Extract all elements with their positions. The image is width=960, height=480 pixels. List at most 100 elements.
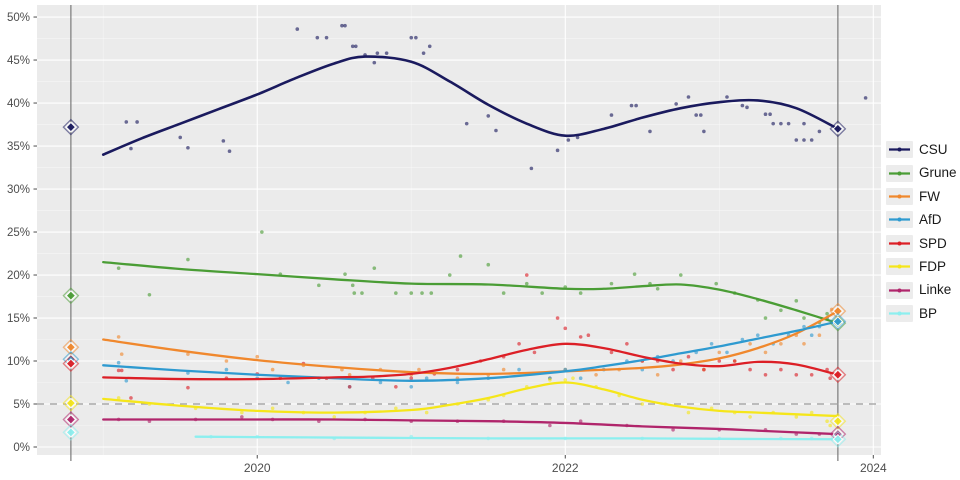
y-tick-label: 5% — [13, 399, 30, 411]
election-diamond-SPD — [65, 358, 77, 369]
axes: 0% 5% 10% 15% 20% 25% 30% 35% 40% 45% 50% 2020 2022 2… — [7, 12, 887, 475]
poll-point-SPD — [394, 385, 398, 389]
poll-point-CSU — [350, 44, 355, 49]
poll-point-AfD — [802, 324, 806, 329]
poll-point-CSU — [629, 103, 634, 108]
poll-point-FDP — [270, 406, 275, 411]
poll-point-CSU — [740, 103, 745, 108]
poll-point-CSU — [768, 112, 772, 117]
poll-point-CSU — [863, 96, 868, 100]
poll-point-Grune — [632, 272, 637, 276]
y-tick-label: 25% — [7, 227, 30, 239]
poll-point-Grune — [802, 316, 806, 320]
poll-point-CSU — [375, 51, 380, 55]
poll-point-CSU — [372, 60, 377, 65]
poll-point-Grune — [678, 273, 683, 277]
poll-point-Grune — [429, 291, 434, 295]
y-tick-label: 30% — [7, 184, 30, 196]
poll-point-SPD — [347, 385, 352, 389]
poll-point-AfD — [740, 337, 745, 342]
poll-point-Grune — [394, 291, 398, 295]
poll-point-AfD — [116, 360, 121, 365]
scatter-points-CSU — [124, 23, 868, 171]
poll-point-CSU — [221, 139, 226, 143]
poll-point-FW — [119, 352, 124, 356]
poll-point-FW — [717, 350, 722, 355]
poll-point-FDP — [571, 376, 575, 381]
poll-point-Grune — [794, 299, 799, 303]
poll-point-FDP — [794, 415, 799, 419]
poll-point-CSU — [124, 120, 129, 124]
poll-point-Grune — [116, 266, 121, 270]
plot-background — [37, 5, 881, 455]
poll-point-CSU — [494, 128, 498, 133]
poll-point-FW — [802, 342, 806, 346]
election-diamond-outline-CSU — [62, 118, 80, 136]
legend-key-line-Linke — [889, 288, 910, 293]
poll-point-Grune — [420, 291, 424, 295]
election-diamond-outline-FDP — [62, 394, 80, 412]
poll-point-CSU — [464, 121, 469, 126]
election-diamond-outline-SPD — [829, 366, 847, 384]
poll-point-CSU — [699, 113, 703, 117]
poll-point-AfD — [578, 376, 583, 381]
poll-point-SPD — [586, 333, 591, 338]
poll-point-AfD — [409, 385, 414, 389]
poll-point-CSU — [135, 120, 139, 124]
poll-point-CSU — [421, 51, 426, 55]
poll-point-SPD — [129, 396, 133, 400]
poll-point-CSU — [129, 146, 133, 151]
poll-point-AfD — [725, 350, 729, 355]
trend-line-SPD — [102, 342, 840, 381]
election-diamond-BP — [65, 427, 77, 438]
legend-label-FW: FW — [919, 188, 940, 204]
poll-point-FDP — [686, 410, 691, 415]
poll-point-Grune — [486, 262, 491, 267]
poll-point-SPD — [686, 354, 691, 359]
trend-line-AfD — [102, 320, 840, 382]
poll-point-CSU — [817, 129, 822, 134]
poll-point-FDP — [424, 410, 429, 415]
poll-point-SPD — [794, 372, 799, 377]
poll-point-FDP — [240, 410, 244, 415]
election-diamond-outline-CSU — [829, 120, 847, 138]
poll-point-CSU — [529, 166, 534, 171]
poll-point-CSU — [427, 44, 432, 49]
poll-point-Grune — [501, 291, 506, 295]
y-tick-label: 50% — [7, 12, 30, 24]
poll-point-Grune — [352, 291, 357, 295]
legend-key-line-SPD — [889, 241, 910, 246]
poll-point-CSU — [227, 149, 232, 153]
legend-label-BP: BP — [919, 305, 938, 321]
legend-item-AfD: AfD — [886, 208, 957, 231]
poll-point-Grune — [825, 311, 829, 316]
poll-point-CSU — [178, 135, 183, 140]
poll-point-FW — [270, 367, 275, 372]
legend-label-Grune: Grune — [919, 165, 957, 181]
legend-key-line-Grune — [889, 171, 910, 176]
poll-point-SPD — [702, 367, 706, 372]
election-diamond-SPD — [832, 369, 844, 381]
poll-point-SPD — [563, 326, 568, 331]
poll-point-Grune — [578, 291, 583, 295]
election-result-markers — [62, 118, 847, 448]
legend-label-Linke: Linke — [919, 282, 952, 298]
legend-key-swatch-BP — [886, 304, 913, 322]
election-diamond-outline-AfD — [829, 313, 847, 330]
poll-point-SPD — [524, 273, 529, 277]
legend-item-CSU: CSU — [886, 138, 957, 161]
poll-point-CSU — [674, 102, 678, 106]
poll-point-Linke — [578, 419, 583, 424]
poll-point-CSU — [802, 121, 806, 126]
poll-point-Linke — [240, 415, 244, 419]
poll-point-Grune — [779, 308, 783, 313]
y-tick-label: 0% — [13, 442, 30, 454]
election-diamond-FDP — [65, 397, 77, 409]
poll-point-Grune — [343, 272, 347, 276]
election-diamond-AfD — [832, 316, 844, 327]
election-diamond-CSU — [832, 123, 844, 135]
x-tick-label: 2020 — [244, 461, 271, 475]
poll-point-FDP — [748, 415, 752, 419]
poll-point-CSU — [809, 138, 814, 142]
